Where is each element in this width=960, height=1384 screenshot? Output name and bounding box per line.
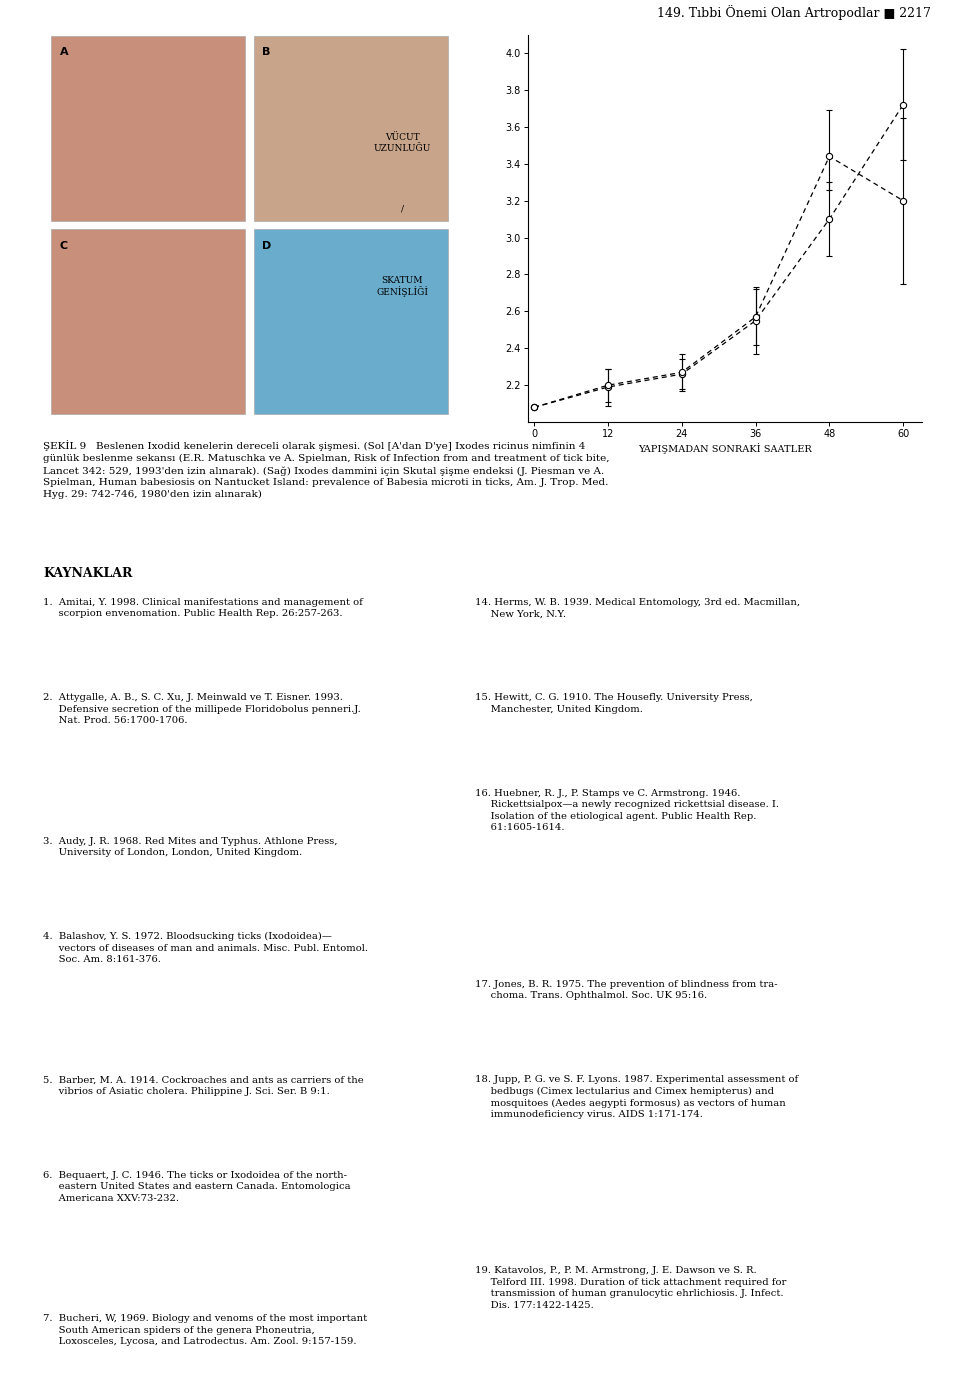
Text: 3.  Audy, J. R. 1968. Red Mites and Typhus. Athlone Press,
     University of Lo: 3. Audy, J. R. 1968. Red Mites and Typhu… <box>43 836 338 857</box>
Text: 4.  Balashov, Y. S. 1972. Bloodsucking ticks (Ixodoidea)—
     vectors of diseas: 4. Balashov, Y. S. 1972. Bloodsucking ti… <box>43 933 369 965</box>
Bar <box>52 228 246 414</box>
Text: 7.  Bucheri, W, 1969. Biology and venoms of the most important
     South Americ: 7. Bucheri, W, 1969. Biology and venoms … <box>43 1315 368 1347</box>
Text: ŞEKİL 9   Beslenen Ixodid kenelerin dereceli olarak şişmesi. (Sol [A'dan D'ye] I: ŞEKİL 9 Beslenen Ixodid kenelerin derece… <box>43 440 610 500</box>
Text: C: C <box>60 241 68 251</box>
Text: 19. Katavolos, P., P. M. Armstrong, J. E. Dawson ve S. R.
     Telford III. 1998: 19. Katavolos, P., P. M. Armstrong, J. E… <box>475 1266 786 1309</box>
Text: 15. Hewitt, C. G. 1910. The Housefly. University Press,
     Manchester, United : 15. Hewitt, C. G. 1910. The Housefly. Un… <box>475 693 753 714</box>
Text: 17. Jones, B. R. 1975. The prevention of blindness from tra-
     choma. Trans. : 17. Jones, B. R. 1975. The prevention of… <box>475 980 778 1001</box>
Text: 2.  Attygalle, A. B., S. C. Xu, J. Meinwald ve T. Eisner. 1993.
     Defensive s: 2. Attygalle, A. B., S. C. Xu, J. Meinwa… <box>43 693 361 725</box>
Text: KAYNAKLAR: KAYNAKLAR <box>43 567 132 580</box>
Text: VÜCUT
UZUNLUĞU: VÜCUT UZUNLUĞU <box>373 133 431 152</box>
Text: SKATUM
GENİŞLİĞİ: SKATUM GENİŞLİĞİ <box>376 275 428 298</box>
Text: /: / <box>400 205 403 213</box>
X-axis label: YAPIŞMADAN SONRAKİ SAATLER: YAPIŞMADAN SONRAKİ SAATLER <box>638 443 811 454</box>
Text: 6.  Bequaert, J. C. 1946. The ticks or Ixodoidea of the north-
     eastern Unit: 6. Bequaert, J. C. 1946. The ticks or Ix… <box>43 1171 350 1203</box>
Text: 14. Herms, W. B. 1939. Medical Entomology, 3rd ed. Macmillan,
     New York, N.Y: 14. Herms, W. B. 1939. Medical Entomolog… <box>475 598 801 619</box>
Text: B: B <box>262 47 271 57</box>
Bar <box>52 36 246 221</box>
Bar <box>253 228 447 414</box>
Text: D: D <box>262 241 272 251</box>
Text: 16. Huebner, R. J., P. Stamps ve C. Armstrong. 1946.
     Rickettsialpox—a newly: 16. Huebner, R. J., P. Stamps ve C. Arms… <box>475 789 780 832</box>
Text: A: A <box>60 47 68 57</box>
Text: 149. Tıbbi Önemi Olan Artropodlar ■ 2217: 149. Tıbbi Önemi Olan Artropodlar ■ 2217 <box>658 4 931 19</box>
Text: 5.  Barber, M. A. 1914. Cockroaches and ants as carriers of the
     vibrios of : 5. Barber, M. A. 1914. Cockroaches and a… <box>43 1075 364 1096</box>
Bar <box>253 36 447 221</box>
Text: 18. Jupp, P. G. ve S. F. Lyons. 1987. Experimental assessment of
     bedbugs (C: 18. Jupp, P. G. ve S. F. Lyons. 1987. Ex… <box>475 1075 799 1120</box>
Text: 1.  Amitai, Y. 1998. Clinical manifestations and management of
     scorpion env: 1. Amitai, Y. 1998. Clinical manifestati… <box>43 598 363 619</box>
